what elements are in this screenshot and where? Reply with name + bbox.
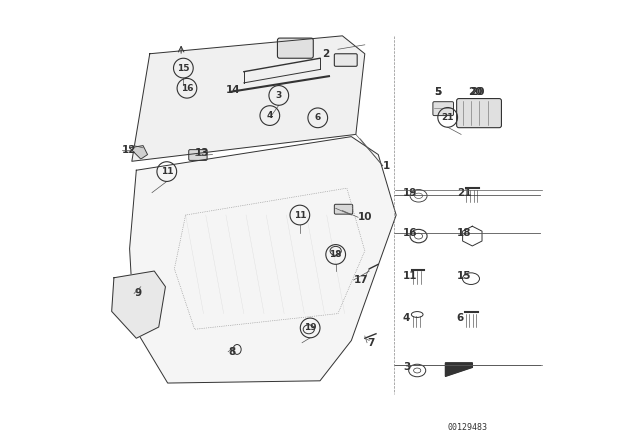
Text: 20: 20 bbox=[470, 87, 484, 97]
Text: 20: 20 bbox=[468, 87, 483, 97]
Text: 11: 11 bbox=[161, 167, 173, 176]
Text: 19: 19 bbox=[304, 323, 316, 332]
Polygon shape bbox=[130, 146, 148, 159]
Text: 6: 6 bbox=[315, 113, 321, 122]
Polygon shape bbox=[112, 271, 165, 338]
Text: 19: 19 bbox=[403, 188, 417, 198]
Text: 15: 15 bbox=[457, 271, 471, 280]
Text: 21: 21 bbox=[457, 188, 471, 198]
FancyBboxPatch shape bbox=[433, 102, 454, 116]
Text: 8: 8 bbox=[228, 347, 236, 357]
Text: 5: 5 bbox=[435, 87, 442, 97]
Polygon shape bbox=[130, 137, 396, 383]
FancyBboxPatch shape bbox=[278, 38, 314, 58]
Text: 11: 11 bbox=[403, 271, 417, 280]
Text: 18: 18 bbox=[330, 250, 342, 259]
FancyBboxPatch shape bbox=[334, 54, 357, 66]
Text: 7: 7 bbox=[367, 338, 374, 348]
FancyBboxPatch shape bbox=[457, 99, 502, 128]
Text: 3: 3 bbox=[276, 91, 282, 100]
FancyBboxPatch shape bbox=[189, 150, 207, 160]
Text: 16: 16 bbox=[180, 84, 193, 93]
Text: 16: 16 bbox=[403, 228, 417, 238]
Text: 9: 9 bbox=[134, 289, 141, 298]
Text: 2: 2 bbox=[323, 49, 330, 59]
Text: 10: 10 bbox=[358, 212, 372, 222]
Text: 11: 11 bbox=[294, 211, 306, 220]
Text: 5: 5 bbox=[435, 87, 442, 97]
Polygon shape bbox=[132, 36, 365, 161]
Text: 1: 1 bbox=[383, 161, 390, 171]
Text: 17: 17 bbox=[353, 275, 368, 285]
Text: 15: 15 bbox=[177, 64, 189, 73]
Text: 18: 18 bbox=[457, 228, 471, 238]
Text: 3: 3 bbox=[403, 362, 410, 372]
Text: 21: 21 bbox=[442, 113, 454, 122]
Text: 4: 4 bbox=[267, 111, 273, 120]
Text: 4: 4 bbox=[403, 313, 410, 323]
Text: 12: 12 bbox=[122, 145, 136, 155]
Text: 00129483: 00129483 bbox=[448, 423, 488, 432]
Text: 6: 6 bbox=[457, 313, 464, 323]
Text: 14: 14 bbox=[226, 85, 241, 95]
FancyBboxPatch shape bbox=[334, 204, 353, 214]
Polygon shape bbox=[445, 363, 472, 376]
Text: 13: 13 bbox=[195, 148, 209, 158]
